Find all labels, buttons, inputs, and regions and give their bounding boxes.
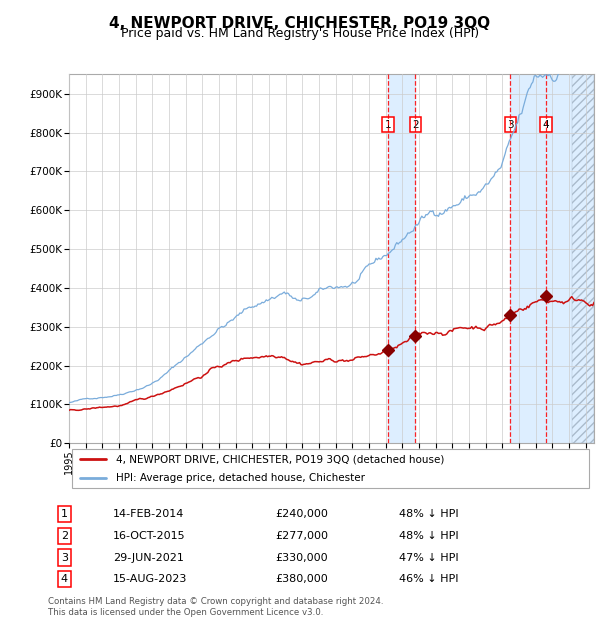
Text: 2: 2: [61, 531, 68, 541]
Text: 4, NEWPORT DRIVE, CHICHESTER, PO19 3QQ (detached house): 4, NEWPORT DRIVE, CHICHESTER, PO19 3QQ (…: [116, 454, 445, 464]
Bar: [511, 74, 594, 443]
Text: £380,000: £380,000: [275, 574, 328, 584]
Text: Contains HM Land Registry data © Crown copyright and database right 2024.
This d: Contains HM Land Registry data © Crown c…: [48, 598, 383, 617]
Text: HPI: Average price, detached house, Chichester: HPI: Average price, detached house, Chic…: [116, 474, 365, 484]
Text: 15-AUG-2023: 15-AUG-2023: [113, 574, 187, 584]
Text: 16-OCT-2015: 16-OCT-2015: [113, 531, 185, 541]
Text: 48% ↓ HPI: 48% ↓ HPI: [399, 509, 458, 519]
Text: 3: 3: [507, 120, 514, 130]
Text: £240,000: £240,000: [275, 509, 328, 519]
Text: £330,000: £330,000: [275, 552, 328, 562]
Text: 1: 1: [61, 509, 68, 519]
Text: 46% ↓ HPI: 46% ↓ HPI: [399, 574, 458, 584]
Text: Price paid vs. HM Land Registry's House Price Index (HPI): Price paid vs. HM Land Registry's House …: [121, 27, 479, 40]
Text: 4, NEWPORT DRIVE, CHICHESTER, PO19 3QQ: 4, NEWPORT DRIVE, CHICHESTER, PO19 3QQ: [109, 16, 491, 30]
Text: 29-JUN-2021: 29-JUN-2021: [113, 552, 184, 562]
Text: 14-FEB-2014: 14-FEB-2014: [113, 509, 184, 519]
Text: £277,000: £277,000: [275, 531, 328, 541]
Bar: [388, 74, 415, 443]
Text: 2: 2: [412, 120, 419, 130]
Bar: [572, 74, 594, 443]
Text: 4: 4: [542, 120, 550, 130]
Text: 1: 1: [385, 120, 391, 130]
Text: 47% ↓ HPI: 47% ↓ HPI: [399, 552, 458, 562]
Text: 48% ↓ HPI: 48% ↓ HPI: [399, 531, 458, 541]
FancyBboxPatch shape: [71, 450, 589, 488]
Text: 3: 3: [61, 552, 68, 562]
Text: 4: 4: [61, 574, 68, 584]
